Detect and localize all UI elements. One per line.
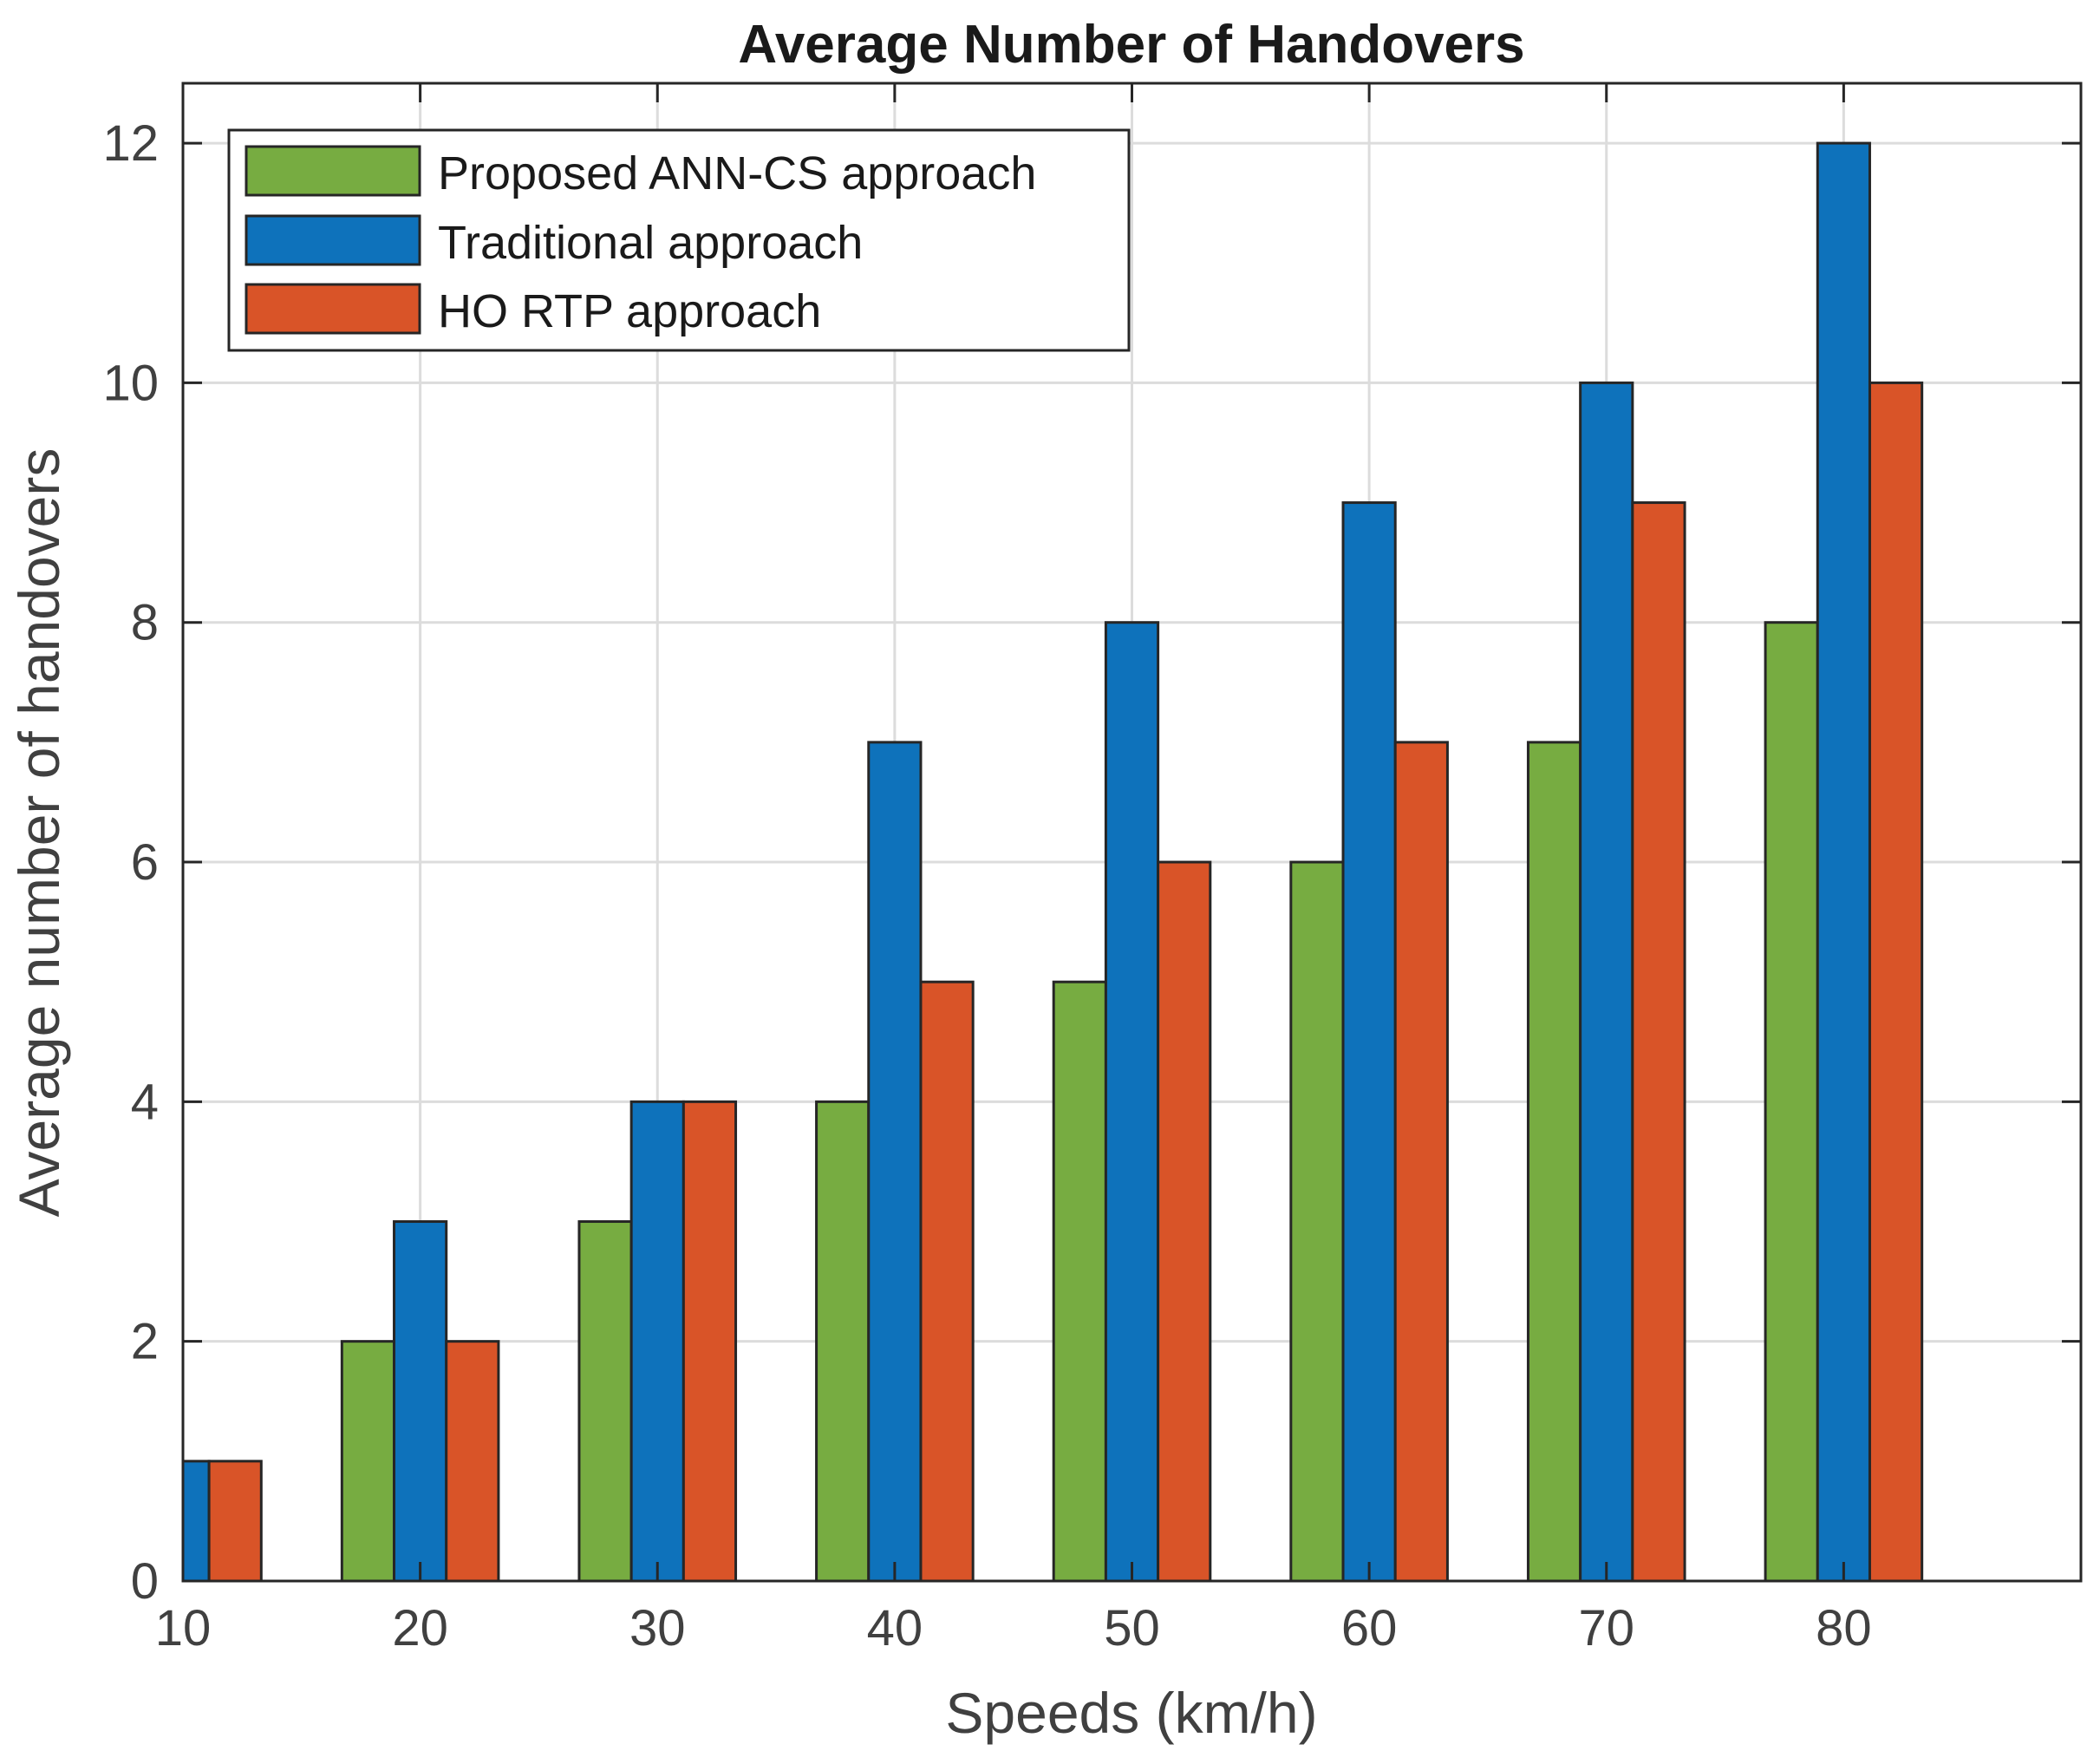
y-tick-label-0: 0 <box>131 1553 159 1610</box>
bar-proposed-70 <box>1526 741 1582 1581</box>
legend-swatch-traditional <box>245 214 421 266</box>
bar-traditional-20 <box>393 1220 448 1581</box>
bar-proposed-80 <box>1764 621 1819 1581</box>
bar-proposed-60 <box>1289 860 1345 1581</box>
y-tick-label-10: 10 <box>102 355 159 411</box>
bar-traditional-30 <box>629 1100 685 1581</box>
y-tick-label-8: 8 <box>131 595 159 651</box>
legend: Proposed ANN-CS approach Traditional app… <box>227 128 1131 352</box>
bar-ho-rtp-10 <box>207 1460 263 1581</box>
bar-ho-rtp-60 <box>1393 741 1449 1581</box>
y-axis-title: Average number of handovers <box>7 448 71 1218</box>
y-tick-label-12: 12 <box>102 115 159 172</box>
bar-ho-rtp-40 <box>919 980 975 1581</box>
x-tick-label-10: 10 <box>155 1600 212 1656</box>
bar-traditional-60 <box>1341 501 1397 1581</box>
bar-proposed-40 <box>815 1100 871 1581</box>
x-tick-label-40: 40 <box>867 1600 923 1656</box>
y-tick-label-4: 4 <box>131 1074 159 1130</box>
chart-title: Average Number of Handovers <box>738 15 1524 75</box>
bar-ho-rtp-30 <box>682 1100 738 1581</box>
y-tick-label-2: 2 <box>131 1314 159 1370</box>
bar-ho-rtp-20 <box>445 1340 500 1581</box>
legend-label-proposed: Proposed ANN-CS approach <box>438 147 1036 199</box>
bar-ho-rtp-80 <box>1868 381 1924 1581</box>
bar-proposed-30 <box>577 1220 633 1581</box>
ticks <box>181 83 2081 1583</box>
y-tick-label-6: 6 <box>131 834 159 891</box>
tick-labels: 10 20 30 40 50 60 70 80 0 2 4 6 8 10 12 <box>102 115 1871 1656</box>
bar-ho-rtp-50 <box>1157 860 1212 1581</box>
x-tick-label-70: 70 <box>1578 1600 1634 1656</box>
x-tick-label-80: 80 <box>1816 1600 1872 1656</box>
legend-label-traditional: Traditional approach <box>438 217 863 269</box>
bars <box>183 141 1924 1581</box>
legend-swatch-ho-rtp <box>245 283 421 335</box>
legend-swatch-proposed <box>245 145 421 197</box>
bar-traditional-50 <box>1104 621 1160 1581</box>
x-tick-label-30: 30 <box>629 1600 686 1656</box>
x-axis-title: Speeds (km/h) <box>945 1681 1317 1745</box>
x-tick-label-60: 60 <box>1341 1600 1398 1656</box>
bar-traditional-40 <box>867 741 923 1581</box>
bar-traditional-80 <box>1816 141 1871 1581</box>
legend-label-ho-rtp: HO RTP approach <box>438 285 821 337</box>
bar-traditional-70 <box>1579 381 1634 1581</box>
bar-proposed-20 <box>340 1340 396 1581</box>
x-tick-label-20: 20 <box>392 1600 448 1656</box>
bar-ho-rtp-70 <box>1631 501 1686 1581</box>
bar-proposed-50 <box>1052 980 1107 1581</box>
x-tick-label-50: 50 <box>1104 1600 1160 1656</box>
